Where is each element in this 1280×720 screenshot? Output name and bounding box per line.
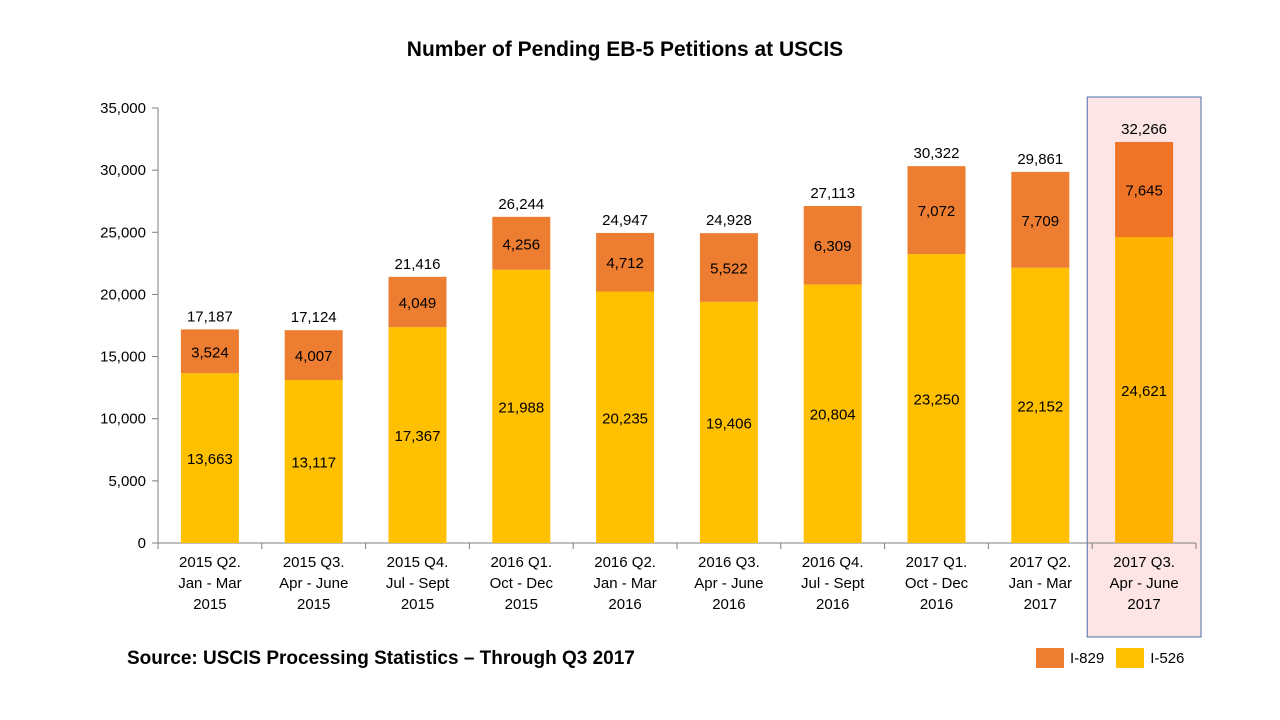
- data-label-i526: 22,152: [1017, 398, 1063, 415]
- bar-i829: [596, 232, 655, 292]
- bar-i829: [1011, 171, 1070, 268]
- x-category-label: 2016 Q1.: [490, 554, 552, 571]
- x-category-label: 2015: [193, 596, 226, 613]
- bar-i829: [284, 330, 343, 380]
- data-label-i526: 24,621: [1121, 383, 1167, 400]
- bar-i526: [388, 327, 447, 543]
- x-category-label: Oct - Dec: [490, 575, 554, 592]
- data-label-i526: 19,406: [706, 415, 752, 432]
- bar-i526: [803, 284, 862, 543]
- x-category-label: 2015: [297, 596, 330, 613]
- data-label-total: 21,416: [395, 256, 441, 273]
- data-label-i829: 6,309: [814, 238, 852, 255]
- bar-i829: [699, 233, 758, 302]
- data-label-i829: 7,072: [918, 203, 956, 220]
- x-category-label: 2017 Q1.: [906, 554, 968, 571]
- y-tick-label: 30,000: [100, 162, 146, 179]
- x-category-label: 2015: [505, 596, 538, 613]
- data-label-total: 24,947: [602, 212, 648, 229]
- data-label-total: 32,266: [1121, 121, 1167, 138]
- bar-i526: [699, 301, 758, 543]
- bar-i829: [388, 276, 447, 328]
- y-tick-label: 0: [138, 535, 146, 552]
- bar-i829: [492, 216, 551, 270]
- legend-label-i526: I-526: [1150, 649, 1185, 667]
- x-category-label: Jan - Mar: [178, 575, 241, 592]
- y-tick-label: 15,000: [100, 349, 146, 366]
- bar-i526: [1115, 236, 1174, 543]
- data-label-i829: 7,709: [1022, 213, 1060, 230]
- data-label-i829: 4,256: [503, 236, 541, 253]
- data-label-total: 17,124: [291, 309, 337, 326]
- legend-item-i526: I-526: [1116, 648, 1184, 668]
- bar-i526: [596, 291, 655, 543]
- x-category-label: 2015 Q4.: [387, 554, 449, 571]
- data-label-i526: 13,663: [187, 451, 233, 468]
- x-category-label: Jul - Sept: [801, 575, 865, 592]
- x-category-label: 2017: [1127, 596, 1160, 613]
- data-label-i526: 23,250: [914, 392, 960, 409]
- x-category-label: 2015: [401, 596, 434, 613]
- data-label-total: 30,322: [914, 145, 960, 162]
- data-label-i829: 4,712: [606, 255, 644, 272]
- x-category-label: Jul - Sept: [386, 575, 450, 592]
- data-label-i526: 13,117: [291, 454, 336, 471]
- data-label-total: 27,113: [810, 185, 855, 202]
- bar-i526: [1011, 267, 1070, 543]
- x-category-label: 2017 Q3.: [1113, 554, 1175, 571]
- data-label-i829: 5,522: [710, 260, 748, 277]
- x-category-label: 2016: [816, 596, 849, 613]
- data-label-total: 24,928: [706, 212, 752, 229]
- legend-label-i829: I-829: [1070, 649, 1105, 667]
- x-category-label: 2016 Q2.: [594, 554, 656, 571]
- bar-i526: [284, 379, 343, 543]
- data-label-i526: 20,235: [602, 410, 648, 427]
- data-label-i526: 20,804: [810, 407, 856, 424]
- x-category-label: Jan - Mar: [593, 575, 656, 592]
- y-tick-label: 5,000: [108, 473, 146, 490]
- x-category-label: 2016 Q4.: [802, 554, 864, 571]
- bar-i829: [1115, 141, 1174, 237]
- data-label-i526: 17,367: [395, 428, 441, 445]
- x-category-label: 2016: [920, 596, 953, 613]
- x-category-label: 2017 Q2.: [1009, 554, 1071, 571]
- bar-i829: [803, 206, 862, 285]
- chart-legend: I-829 I-526: [1036, 648, 1196, 668]
- data-label-i829: 7,645: [1125, 182, 1163, 199]
- x-category-label: 2016 Q3.: [698, 554, 760, 571]
- data-label-i526: 21,988: [498, 399, 544, 416]
- legend-item-i829: I-829: [1036, 648, 1104, 668]
- bar-i829: [907, 166, 966, 255]
- x-category-label: 2016: [712, 596, 745, 613]
- x-category-label: Jan - Mar: [1009, 575, 1072, 592]
- data-label-i829: 4,049: [399, 295, 437, 312]
- y-tick-label: 35,000: [100, 100, 146, 117]
- data-label-i829: 3,524: [191, 344, 229, 361]
- bar-i526: [492, 269, 551, 543]
- data-label-total: 29,861: [1017, 151, 1063, 168]
- x-category-label: Apr - June: [694, 575, 763, 592]
- data-label-i829: 4,007: [295, 348, 333, 365]
- legend-swatch-i526: [1116, 648, 1145, 668]
- bar-i526: [180, 373, 239, 543]
- y-tick-label: 10,000: [100, 411, 146, 428]
- y-tick-label: 25,000: [100, 224, 146, 241]
- x-category-label: Oct - Dec: [905, 575, 969, 592]
- data-label-total: 17,187: [187, 308, 233, 325]
- x-category-label: 2015 Q3.: [283, 554, 345, 571]
- x-category-label: 2016: [608, 596, 641, 613]
- chart-title: Number of Pending EB-5 Petitions at USCI…: [406, 38, 844, 61]
- data-label-total: 26,244: [498, 196, 544, 213]
- legend-swatch-i829: [1036, 648, 1064, 668]
- x-category-label: 2015 Q2.: [179, 554, 241, 571]
- x-category-label: Apr - June: [1109, 575, 1178, 592]
- x-category-label: Apr - June: [279, 575, 348, 592]
- y-tick-label: 20,000: [100, 286, 146, 303]
- bar-i526: [907, 254, 966, 544]
- bar-i829: [180, 329, 239, 374]
- chart-source: Source: USCIS Processing Statistics – Th…: [127, 648, 635, 669]
- x-category-label: 2017: [1024, 596, 1057, 613]
